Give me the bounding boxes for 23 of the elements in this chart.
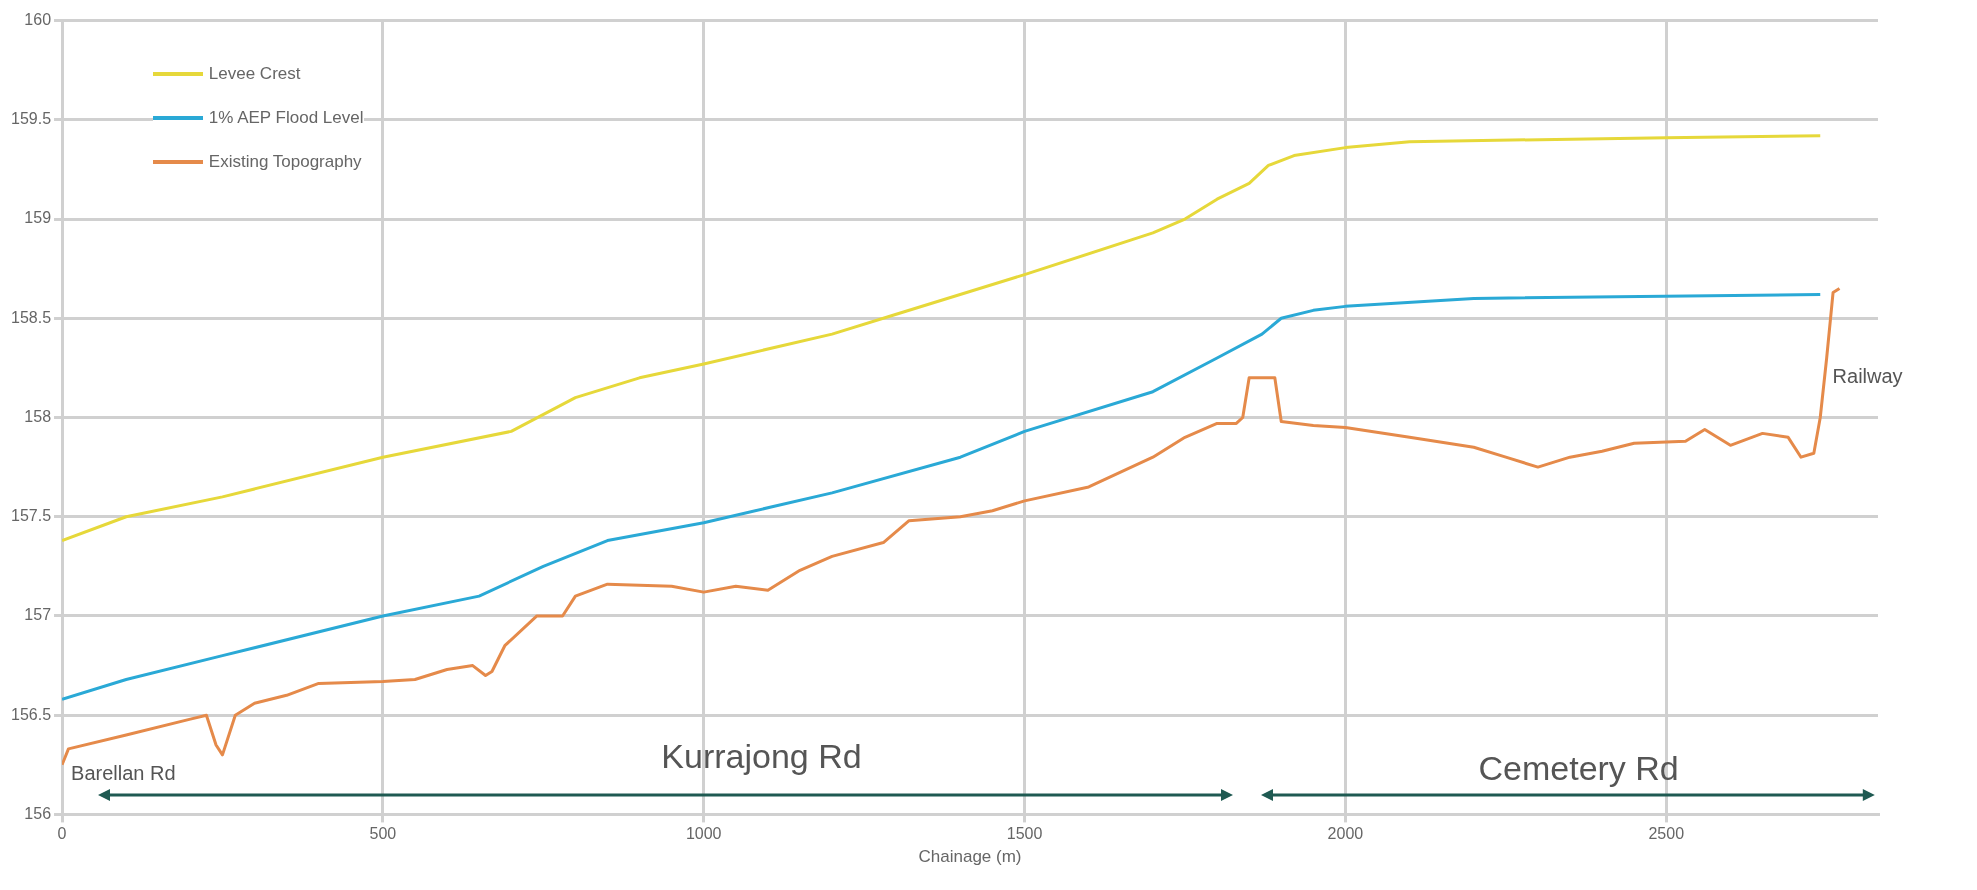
legend-label: Levee Crest [208, 64, 301, 85]
annotation: Barellan Rd [71, 762, 176, 785]
legend-label: Existing Topography [208, 152, 362, 173]
x-tick-label: 2000 [1327, 825, 1364, 843]
annotation: Railway [1832, 365, 1903, 388]
x-tick-label: 1500 [1006, 825, 1043, 843]
annotation: Kurrajong Rd [661, 737, 862, 776]
y-tick-label: 157.5 [10, 507, 52, 525]
x-tick-label: 1000 [685, 825, 722, 843]
y-tick-label: 160 [24, 11, 52, 29]
y-tick-label: 158.5 [10, 308, 52, 326]
x-tick-label: 500 [369, 825, 397, 843]
annotation: Cemetery Rd [1478, 749, 1679, 788]
x-axis-title: Chainage (m) [918, 847, 1022, 867]
y-tick-label: 159 [24, 209, 52, 227]
legend-label: 1% AEP Flood Level [208, 108, 364, 129]
y-tick-label: 159.5 [10, 110, 52, 128]
y-tick-label: 157 [24, 606, 52, 624]
x-tick-label: 2500 [1648, 825, 1685, 843]
y-tick-label: 158 [24, 407, 52, 425]
y-tick-label: 156.5 [10, 705, 52, 723]
y-tick-label: 156 [24, 804, 52, 822]
x-tick-label: 0 [57, 825, 67, 843]
